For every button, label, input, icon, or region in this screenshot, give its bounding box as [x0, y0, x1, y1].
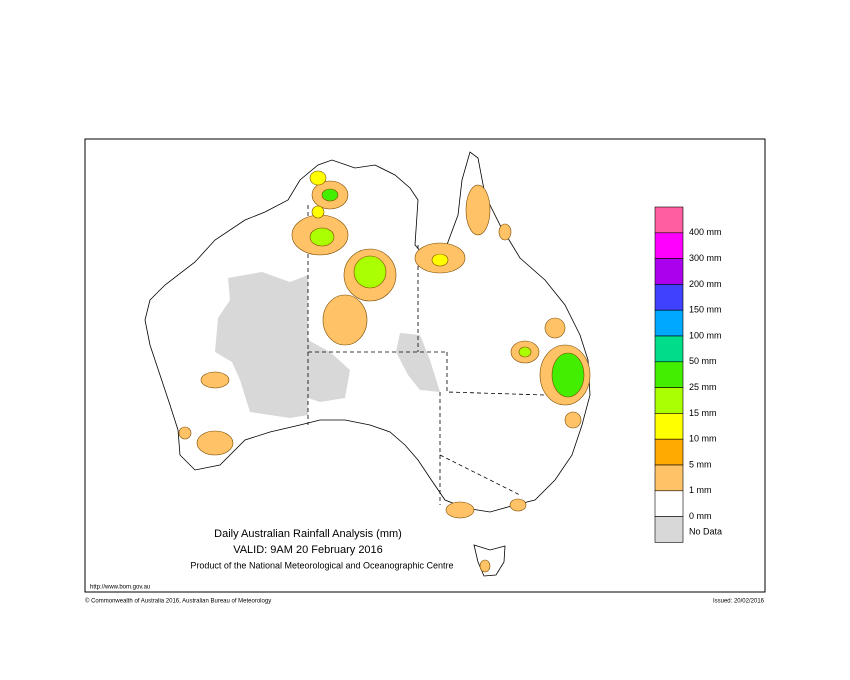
legend-swatch — [654, 490, 684, 517]
legend-swatch — [654, 284, 684, 311]
legend-swatch — [654, 516, 684, 543]
legend-swatch — [654, 309, 684, 337]
product-note: Product of the National Meteorological a… — [190, 560, 453, 570]
legend-label: 300 mm — [689, 253, 722, 263]
legend-label: 0 mm — [689, 511, 712, 521]
source-url: http://www.bom.gov.au — [90, 585, 150, 591]
legend-swatch — [654, 464, 684, 492]
valid-time: VALID: 9AM 20 February 2016 — [233, 544, 383, 556]
legend-swatch — [654, 413, 684, 440]
copyright: © Commonwealth of Australia 2016, Austra… — [85, 598, 271, 605]
legend-label: 5 mm — [689, 459, 712, 469]
rainfall-areas — [178, 170, 591, 573]
no-data-areas — [215, 272, 440, 418]
map-title: Daily Australian Rainfall Analysis (mm) — [214, 528, 402, 540]
legend-swatch — [654, 258, 684, 285]
legend-label: 50 mm — [689, 356, 717, 366]
legend-label: 15 mm — [689, 408, 717, 418]
legend-label: 25 mm — [689, 382, 717, 392]
legend-swatch — [654, 335, 684, 363]
legend-label: No Data — [689, 526, 722, 536]
legend-swatch — [654, 232, 684, 259]
legend-label: 150 mm — [689, 305, 722, 315]
legend-label: 100 mm — [689, 330, 722, 340]
legend-swatch — [654, 438, 684, 466]
legend-label: 1 mm — [689, 485, 712, 495]
legend-label: 400 mm — [689, 227, 722, 237]
legend-swatch — [654, 361, 684, 388]
australia-outline — [144, 151, 591, 513]
legend-swatch — [654, 206, 684, 234]
issued-date: Issued: 20/02/2016 — [713, 599, 765, 605]
legend-label: 200 mm — [689, 279, 722, 289]
legend-label: 10 mm — [689, 434, 717, 444]
legend: 400 mm 300 mm 200 mm 150 mm 100 mm 50 mm 25 mm… — [654, 206, 722, 543]
legend-swatch — [654, 387, 684, 414]
